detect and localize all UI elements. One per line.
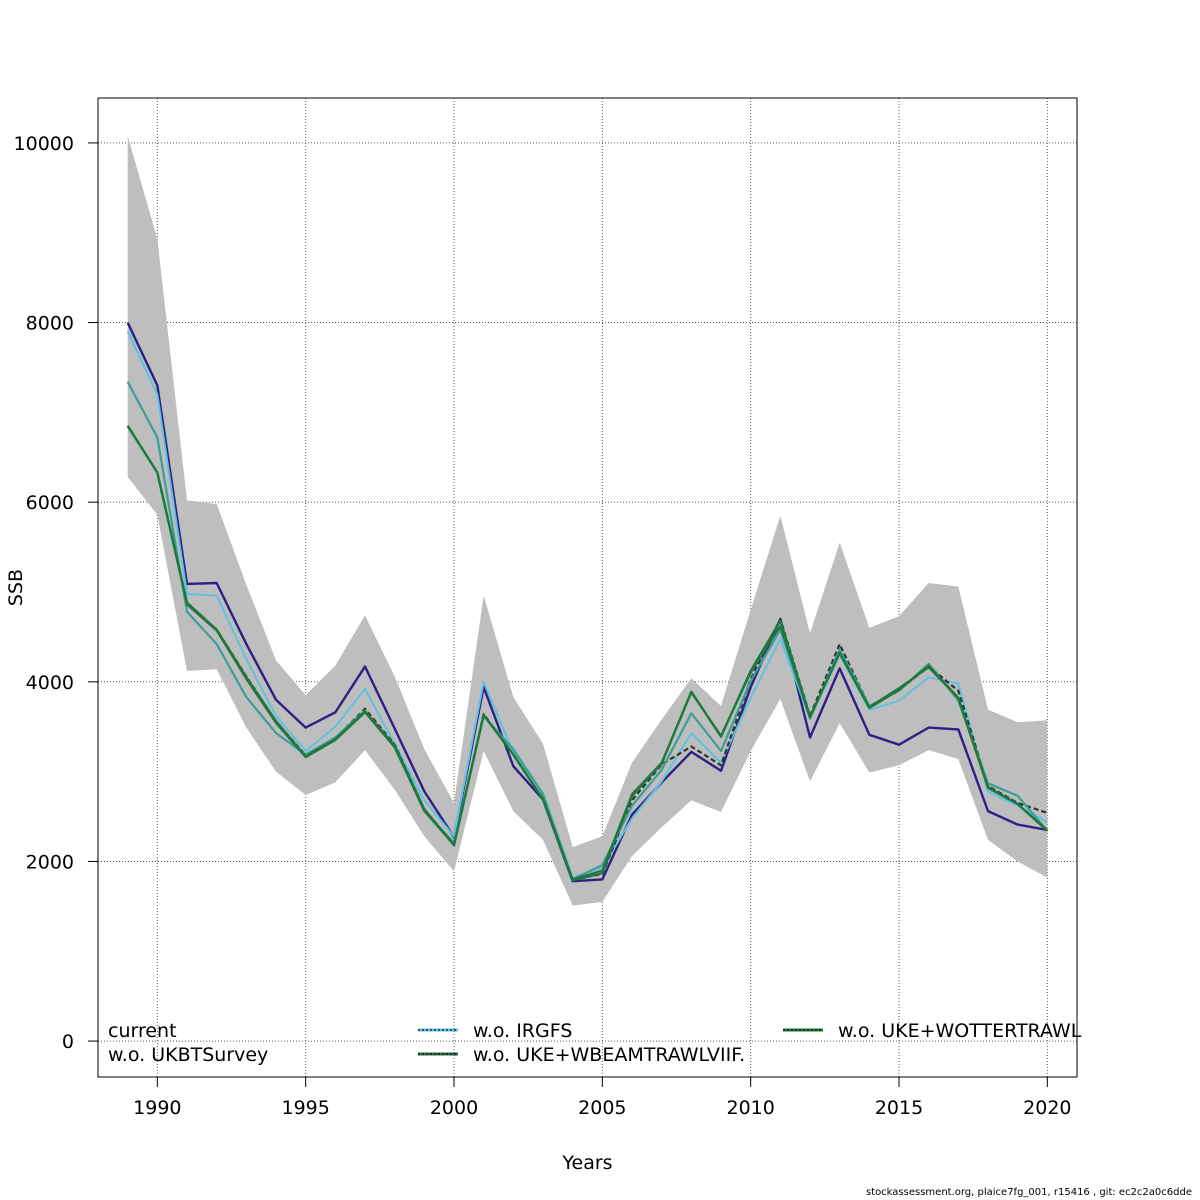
series-line-0 [126, 322, 1048, 883]
x-tick-label: 2000 [430, 1097, 478, 1119]
legend-label: current [108, 1020, 177, 1042]
confidence-band-area [127, 135, 1048, 906]
series-lines [126, 322, 1049, 883]
y-tick-label: 0 [62, 1031, 74, 1053]
y-tick-label: 6000 [26, 492, 74, 514]
x-axis: 1990 1995 2000 2005 2010 2015 2020 [133, 1077, 1072, 1119]
x-tick-label: 2010 [726, 1097, 774, 1119]
y-tick-label: 8000 [26, 313, 74, 335]
plot-frame [97, 97, 1078, 1078]
x-tick-label: 2020 [1023, 1097, 1071, 1119]
legend-label: w.o. UKE+WOTTERTRAWL [838, 1020, 1082, 1042]
legend-label: w.o. UKE+WBEAMTRAWLVIIF. [473, 1044, 745, 1066]
x-tick-label: 2005 [578, 1097, 626, 1119]
legend-label: w.o. IRGFS [473, 1020, 572, 1042]
y-tick-label: 10000 [14, 133, 74, 155]
y-axis-title: SSB [5, 569, 27, 606]
series-line-1 [126, 331, 1048, 879]
x-axis-title: Years [561, 1152, 612, 1174]
legend-label: w.o. UKBTSurvey [108, 1044, 268, 1066]
x-tick-label: 2015 [875, 1097, 923, 1119]
x-tick-label: 1995 [281, 1097, 329, 1119]
series-line-5 [126, 425, 1049, 882]
y-tick-label: 2000 [26, 851, 74, 873]
grid [98, 98, 1077, 1077]
y-tick-label: 4000 [26, 672, 74, 694]
confidence-band [127, 135, 1048, 906]
y-axis: 0 2000 4000 6000 8000 10000 [14, 133, 98, 1053]
x-tick-label: 1990 [133, 1097, 181, 1119]
footer-note: stockassessment.org, plaice7fg_001, r154… [865, 1187, 1192, 1198]
